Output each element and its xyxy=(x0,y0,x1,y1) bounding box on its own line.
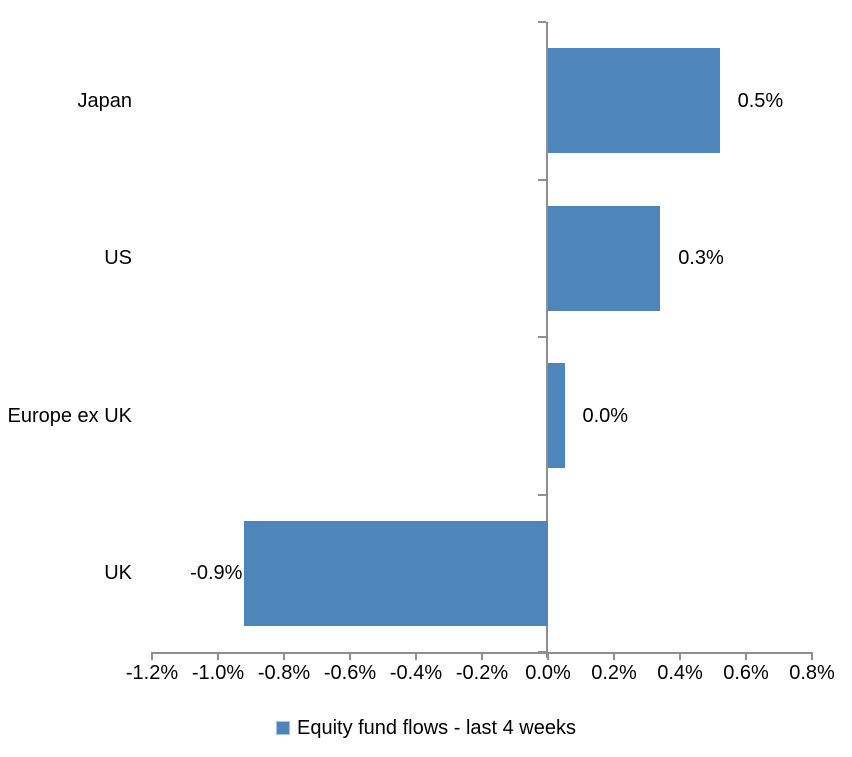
category-label-japan: Japan xyxy=(77,89,133,112)
bar-japan xyxy=(548,48,720,154)
x-tick-label-0-6: -0.6% xyxy=(323,662,377,684)
value-label-europe-ex-uk: 0.0% xyxy=(582,404,629,427)
y-axis-tick xyxy=(538,21,546,23)
category-label-us: US xyxy=(104,247,132,270)
x-axis-tick xyxy=(283,652,285,660)
x-axis-tick xyxy=(217,652,219,660)
category-label-uk: UK xyxy=(104,562,132,585)
x-tick-label-0-6: 0.6% xyxy=(723,662,769,684)
legend-label: Equity fund flows - last 4 weeks xyxy=(296,717,576,739)
x-tick-label-0-0: 0.0% xyxy=(525,662,571,684)
x-axis-tick xyxy=(679,652,681,660)
x-axis-tick xyxy=(547,652,549,660)
x-tick-label-1-0: -1.0% xyxy=(191,662,245,684)
x-tick-label-1-2: -1.2% xyxy=(125,662,179,684)
x-axis-tick xyxy=(151,652,153,660)
x-axis-tick xyxy=(745,652,747,660)
y-axis-line xyxy=(546,22,548,658)
legend-swatch-icon xyxy=(275,721,290,735)
x-tick-label-0-8: -0.8% xyxy=(257,662,311,684)
x-tick-label-0-2: 0.2% xyxy=(591,662,637,684)
x-axis-tick xyxy=(481,652,483,660)
category-label-europe-ex-uk: Europe ex UK xyxy=(7,404,132,427)
value-label-uk: -0.9% xyxy=(190,562,243,585)
bar-europe-ex-uk xyxy=(548,363,565,469)
bar-us xyxy=(548,205,661,311)
y-axis-tick xyxy=(538,336,546,338)
y-axis-tick xyxy=(538,651,546,653)
x-axis-tick xyxy=(613,652,615,660)
value-label-us: 0.3% xyxy=(678,247,724,270)
legend: Equity fund flows - last 4 weeks xyxy=(0,714,852,742)
x-axis-tick xyxy=(349,652,351,660)
x-tick-label-0-2: -0.2% xyxy=(455,662,509,684)
x-axis-tick xyxy=(415,652,417,660)
value-label-japan: 0.5% xyxy=(737,89,784,112)
x-tick-label-0-4: -0.4% xyxy=(389,662,443,684)
bar-uk xyxy=(244,520,548,626)
x-tick-label-0-8: 0.8% xyxy=(789,662,835,684)
x-tick-label-0-4: 0.4% xyxy=(657,662,703,684)
y-axis-tick xyxy=(538,493,546,496)
y-axis-tick xyxy=(538,178,546,181)
x-axis-tick xyxy=(811,652,813,660)
